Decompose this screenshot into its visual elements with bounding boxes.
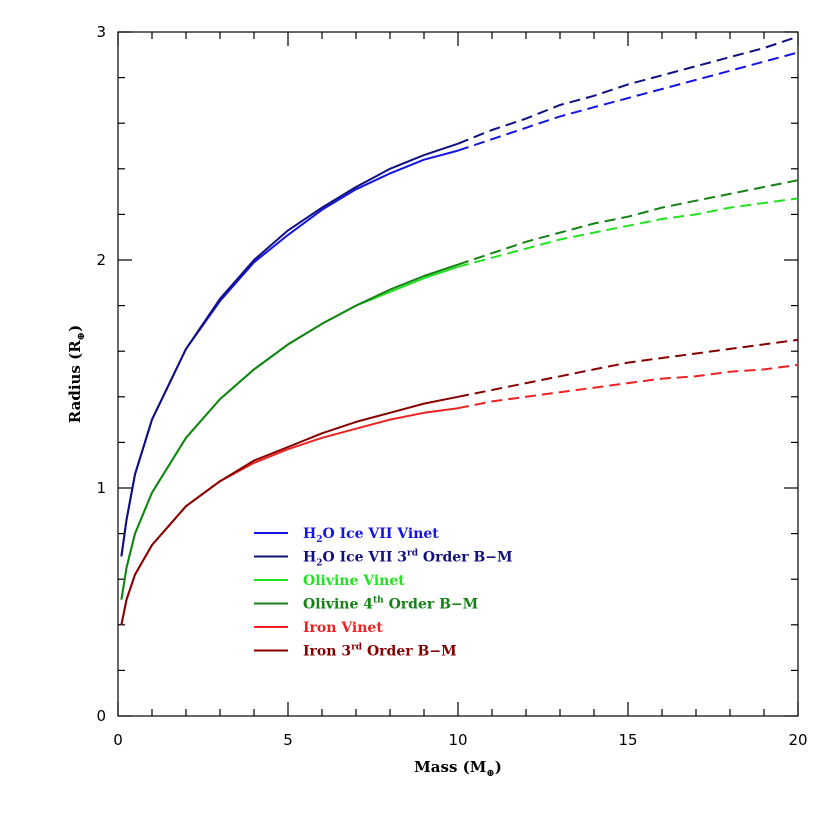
series-line-iron-bm3-extrapolated (457, 338, 799, 398)
y-axis-label: Radius (R⊕) (66, 325, 87, 423)
legend-label-part: Order B−M (418, 550, 512, 566)
series-line-iron-vinet (120, 407, 459, 625)
legend-label-part: rd (407, 549, 419, 559)
legend-label-olivine-bm4: Olivine 4th Order B−M (303, 596, 478, 613)
y-tick-label: 3 (96, 23, 106, 41)
x-tick-label: 20 (788, 731, 807, 749)
series-lines (120, 35, 799, 625)
y-axis-label-open-paren: ( (66, 353, 84, 365)
series-line-olivine-vinet-extrapolated (457, 197, 799, 268)
legend-label-part: Iron 3 (303, 644, 351, 660)
legend-label-iron-vinet: Iron Vinet (303, 620, 383, 636)
y-axis-label-text: Radius (66, 365, 84, 423)
legend-label-h2o-bm3: H2O Ice VII 3rd Order B−M (303, 549, 513, 569)
legend-label-part: Order B−M (384, 597, 478, 613)
legend-label-olivine-vinet: Olivine Vinet (303, 573, 405, 589)
legend-label-part: H (303, 550, 316, 566)
legend-label-part: Olivine Vinet (303, 573, 405, 589)
y-axis-label-close-paren: ) (66, 325, 84, 332)
series-line-h2o-vinet-extrapolated (457, 51, 799, 152)
legend-label-part: rd (351, 643, 363, 653)
y-tick-label: 2 (96, 251, 106, 269)
legend-label-part: Order B−M (362, 644, 456, 660)
x-axis-label-text: Mass (414, 758, 457, 776)
legend-label-h2o-vinet: H2O Ice VII Vinet (303, 526, 439, 545)
legend-label-part: O Ice VII Vinet (323, 526, 440, 542)
legend-label-part: Olivine 4 (303, 597, 373, 613)
axis-ticks (117, 31, 799, 717)
series-line-h2o-bm3-extrapolated (457, 35, 799, 145)
x-axis-label-close-paren: ) (495, 758, 502, 776)
legend-label-part: Iron Vinet (303, 620, 383, 636)
series-line-h2o-bm3 (120, 142, 459, 557)
x-axis-label-unit: M (470, 758, 487, 776)
y-axis-label-unit-symbol: ⊕ (76, 332, 87, 340)
x-tick-label: 15 (618, 731, 637, 749)
y-tick-label: 0 (96, 707, 106, 725)
legend-label-part: th (373, 596, 384, 606)
y-tick-label: 1 (96, 479, 106, 497)
legend-label-part: 2 (316, 559, 322, 569)
plot-frame (117, 31, 799, 717)
series-line-iron-bm3 (120, 395, 459, 625)
legend-label-part: O Ice VII 3 (323, 550, 408, 566)
axis-tick-labels: 0 5 10 15 20 0 1 2 3 (96, 23, 807, 749)
x-tick-label: 5 (283, 731, 293, 749)
series-line-h2o-vinet (120, 149, 459, 557)
y-axis-label-unit: R (66, 340, 84, 353)
x-axis-label: Mass (M⊕) (414, 758, 502, 779)
x-axis-label-open-paren: ( (457, 758, 469, 776)
legend-label-part: 2 (316, 535, 322, 545)
series-line-olivine-bm4-extrapolated (457, 179, 799, 266)
x-tick-label: 10 (448, 731, 467, 749)
series-line-iron-vinet-extrapolated (457, 363, 799, 410)
x-tick-label: 0 (113, 731, 123, 749)
legend-label-part: H (303, 526, 316, 542)
legend-label-iron-bm3: Iron 3rd Order B−M (303, 643, 457, 660)
x-axis-label-unit-symbol: ⊕ (486, 768, 494, 779)
series-line-olivine-bm4 (120, 263, 459, 600)
